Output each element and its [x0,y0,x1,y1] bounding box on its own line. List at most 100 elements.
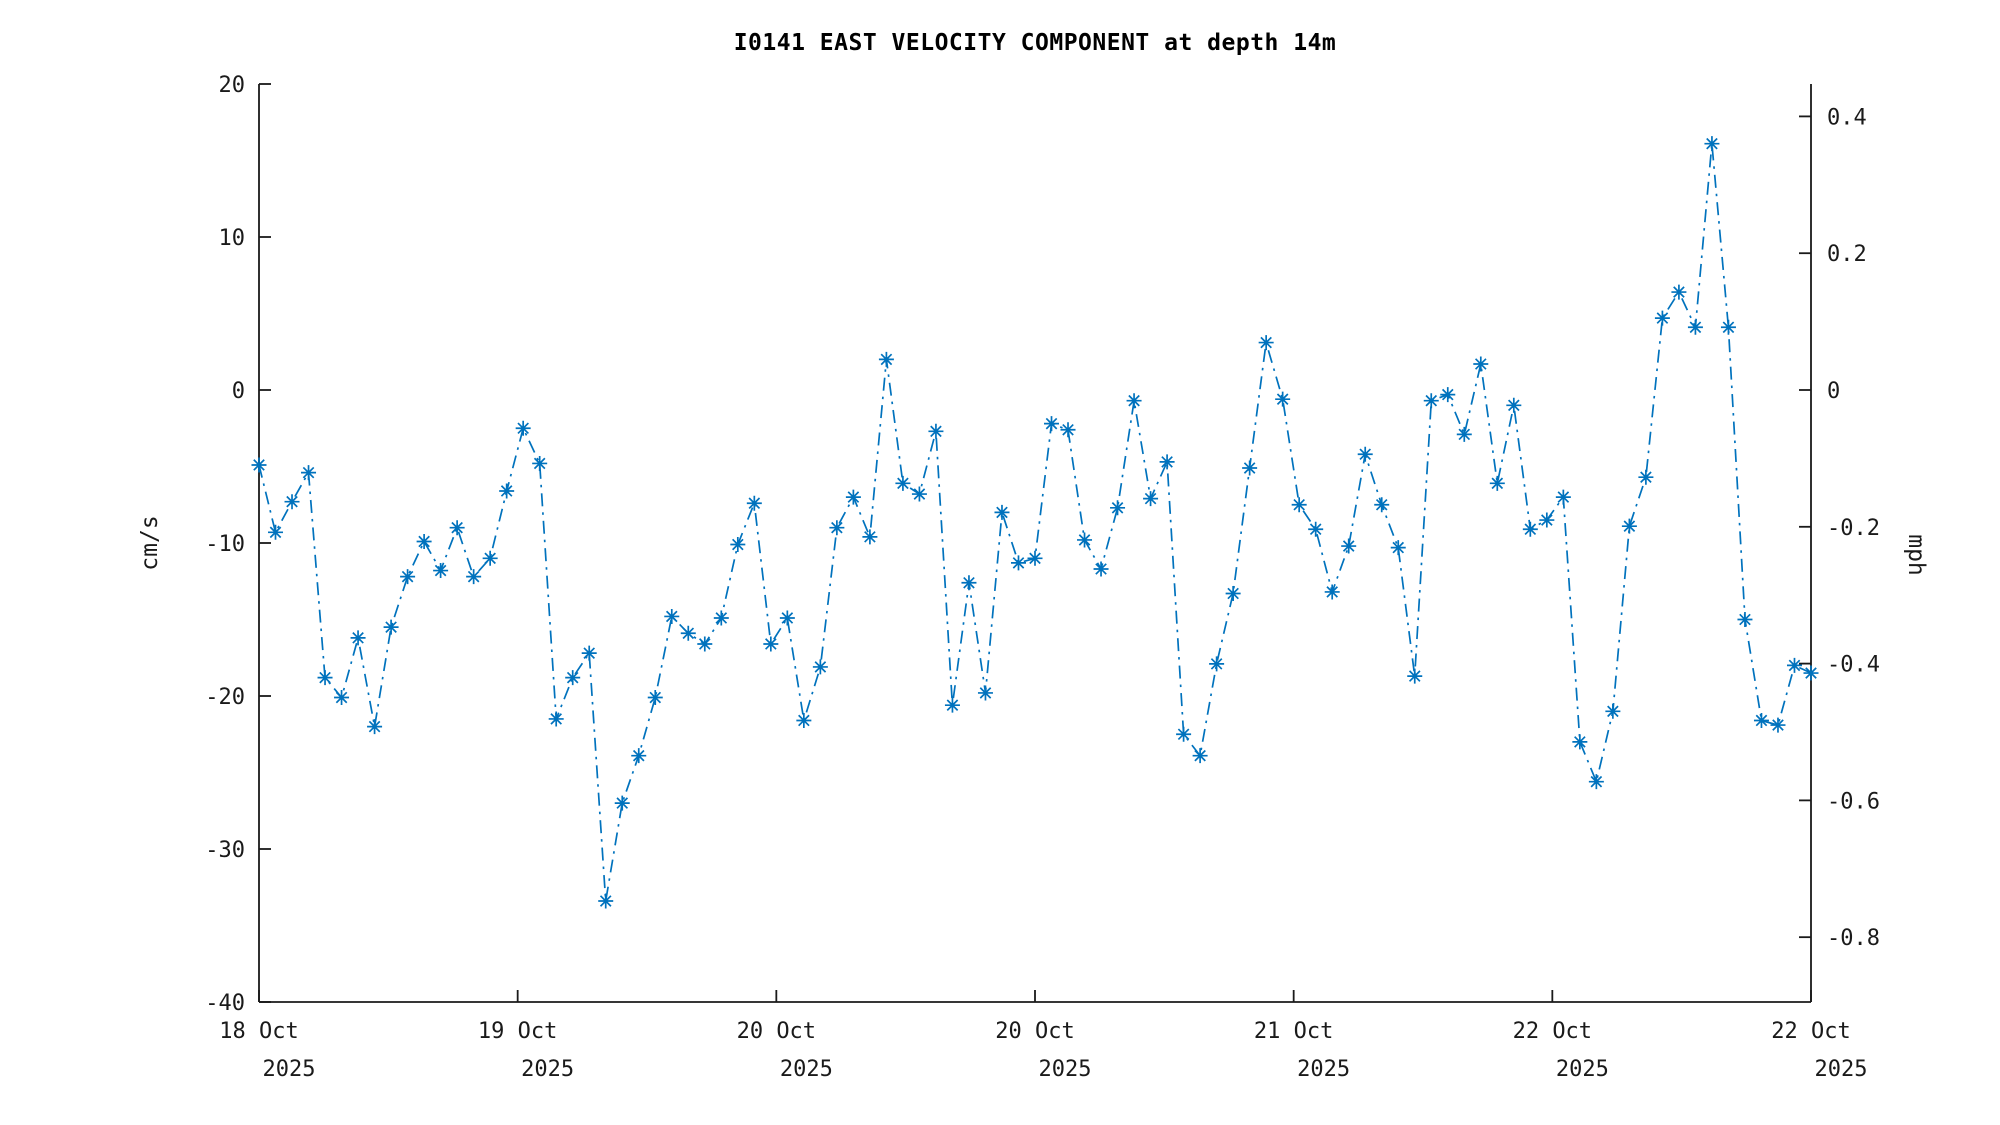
data-point-marker [482,550,498,566]
x-tick-label-year: 2025 [1556,1057,1609,1082]
data-point-marker [812,659,828,675]
data-point-marker [961,575,977,591]
data-point-marker [1126,393,1142,409]
data-point-marker [1275,391,1291,407]
x-axis: 18 Oct 2025 19 Oct 2025 20 Oct 2025 20 Oct 2025… [219,990,1867,1082]
x-tick-label-day: 18 Oct [219,1019,298,1044]
data-point-marker [532,455,548,471]
data-point-marker [1258,335,1274,351]
data-point-marker [1786,657,1802,673]
axes-frame [258,84,1812,1003]
y-tick-label: 0.4 [1827,105,1867,130]
x-tick-label-day: 20 Oct [995,1019,1074,1044]
data-point-marker [1473,356,1489,372]
data-point-marker [317,670,333,686]
y-axis-left: 20 10 0 -10 -20 -30 -40 [205,73,271,1016]
data-point-marker [1357,446,1373,462]
data-point-marker [515,420,531,436]
x-tick-label-year: 2025 [780,1057,833,1082]
x-tick-label-year: 2025 [521,1057,574,1082]
data-point-marker [1044,416,1060,432]
data-point-marker [796,712,812,728]
chart-title: I0141 EAST VELOCITY COMPONENT at depth 1… [733,30,1337,56]
data-point-marker [1671,284,1687,300]
data-point-marker [1308,521,1324,537]
data-point-markers [251,136,1819,909]
data-point-marker [301,465,317,481]
y-tick-label: -30 [205,838,245,863]
data-point-marker [449,520,465,536]
y-tick-label: 20 [219,73,246,98]
data-point-marker [1341,538,1357,554]
data-point-marker [1638,469,1654,485]
x-tick-label-day: 20 Oct [737,1019,816,1044]
data-point-marker [1242,460,1258,476]
data-point-marker [416,533,432,549]
data-point-marker [697,636,713,652]
data-point-marker [1770,717,1786,733]
data-point-marker [383,619,399,635]
data-point-marker [1621,518,1637,534]
data-point-marker [1192,748,1208,764]
x-tick-label-day: 22 Oct [1513,1019,1592,1044]
data-point-marker [1093,561,1109,577]
y-tick-label: -40 [205,991,245,1016]
y-axis-label-left: cm/s [137,515,163,571]
data-point-marker [829,520,845,536]
y-tick-label: -20 [205,685,245,710]
data-point-marker [1506,397,1522,413]
data-point-marker [895,475,911,491]
data-point-marker [746,495,762,511]
data-point-marker [499,483,515,499]
y-tick-label: 0.2 [1827,242,1867,267]
data-point-marker [1225,585,1241,601]
y-tick-label: 10 [219,226,246,251]
y-tick-label: -0.4 [1827,653,1880,678]
x-tick-label-day: 21 Oct [1254,1019,1333,1044]
data-point-marker [400,569,416,585]
y-tick-label: 0 [232,379,245,404]
data-point-marker [1374,497,1390,513]
data-point-marker [928,423,944,439]
data-point-marker [1027,550,1043,566]
x-tick-label-day: 19 Oct [478,1019,557,1044]
data-point-marker [1737,612,1753,627]
data-point-marker [845,489,861,505]
data-point-marker [284,494,300,510]
data-point-marker [1159,454,1175,470]
data-point-marker [1324,584,1340,600]
data-point-marker [944,697,960,713]
data-point-marker [350,630,366,646]
data-point-marker [1522,521,1538,537]
data-point-marker [1654,310,1670,326]
x-tick-label-year: 2025 [263,1057,316,1082]
data-point-marker [433,563,449,579]
data-point-marker [647,690,663,706]
data-point-marker [1077,532,1093,548]
data-point-marker [977,685,993,701]
data-point-marker [614,795,630,811]
velocity-series-line [258,143,1812,902]
data-point-marker [1176,726,1192,742]
data-point-marker [1390,540,1406,556]
data-point-marker [862,529,878,545]
data-point-marker [598,893,614,909]
data-point-marker [1803,665,1819,681]
data-point-marker [1110,500,1126,516]
x-tick-label-year: 2025 [1297,1057,1350,1082]
data-point-marker [1687,319,1703,335]
x-tick-label-year: 2025 [1039,1057,1092,1082]
data-point-marker [1572,734,1588,750]
data-point-marker [1489,475,1505,491]
y-tick-label: -10 [205,532,245,557]
data-point-marker [581,645,597,661]
data-point-marker [1010,555,1026,571]
data-point-marker [1423,393,1439,409]
data-point-marker [1407,668,1423,684]
data-point-marker [680,625,696,641]
x-tick-label-day: 22 Oct [1771,1019,1850,1044]
data-point-marker [1555,489,1571,505]
data-point-marker [1605,703,1621,719]
data-point-marker [1539,512,1555,528]
